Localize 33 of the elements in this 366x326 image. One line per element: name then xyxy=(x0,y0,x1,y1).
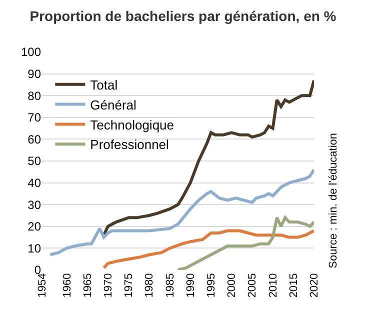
x-tick-label: 1970 xyxy=(102,273,115,298)
y-tick-label: 80 xyxy=(28,88,42,103)
x-tick-label: 1990 xyxy=(184,273,197,298)
chart-title: Proportion de bacheliers par génération, en % xyxy=(30,8,337,24)
x-tick-label: 1965 xyxy=(82,273,94,298)
x-tick-label: 1985 xyxy=(164,273,176,298)
y-tick-label: 50 xyxy=(28,154,42,168)
x-tick-label: 2015 xyxy=(288,273,300,298)
legend-label: Total xyxy=(90,77,118,92)
y-tick-label: 10 xyxy=(28,241,42,256)
x-tick-label: 1954 xyxy=(36,273,49,298)
x-tick-label: 1995 xyxy=(206,273,218,298)
x-tick-label: 2000 xyxy=(226,273,238,298)
y-tick-label: 90 xyxy=(28,67,42,81)
x-tick-label: 2010 xyxy=(267,273,280,298)
legend-label: Professionnel xyxy=(90,137,170,152)
line-series xyxy=(48,168,314,256)
line-series xyxy=(102,229,314,270)
source-note: Source : min. de l'éducation xyxy=(327,132,340,268)
y-tick-label: 20 xyxy=(28,220,42,234)
y-tick-label: 70 xyxy=(28,110,42,125)
x-tick-label: 1975 xyxy=(123,273,136,298)
y-tick-label: 30 xyxy=(28,198,42,212)
legend-label: Général xyxy=(90,97,137,112)
legend-label: Technologique xyxy=(90,117,174,132)
y-tick-label: 100 xyxy=(20,45,42,60)
line-series xyxy=(176,216,314,270)
x-tick-label: 2020 xyxy=(308,273,321,298)
y-tick-label: 60 xyxy=(28,132,42,146)
y-tick-label: 40 xyxy=(28,176,42,190)
x-tick-label: 1980 xyxy=(144,273,156,298)
x-tick-label: 1960 xyxy=(61,273,74,298)
x-tick-label: 2005 xyxy=(246,273,259,298)
